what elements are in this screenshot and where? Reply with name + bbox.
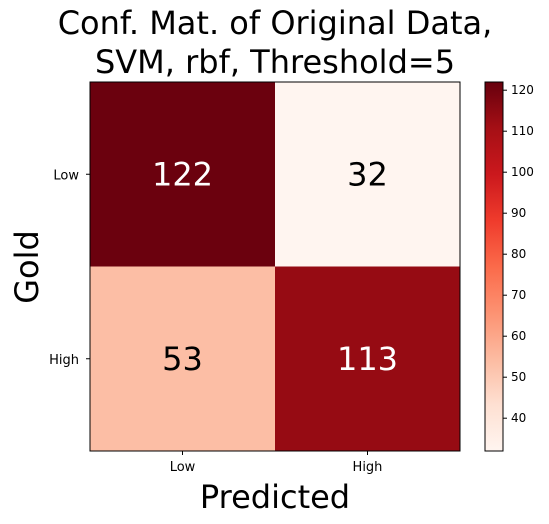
colorbar-tick-label: 40	[511, 411, 526, 425]
heatmap-cell	[90, 266, 275, 451]
colorbar-tick-label: 60	[511, 329, 526, 343]
y-tick-label: High	[49, 353, 79, 368]
y-axis-label: Gold	[8, 230, 46, 304]
x-tick-label: Low	[170, 460, 196, 475]
colorbar-tick-label: 80	[511, 247, 526, 261]
colorbar-tick-label: 100	[511, 165, 534, 179]
cell-value-label: 32	[347, 155, 388, 193]
cell-value-label: 113	[337, 340, 398, 378]
cell-value-label: 53	[162, 340, 203, 378]
colorbar-tick-label: 120	[511, 83, 534, 97]
y-axis-ticks: Low High	[49, 168, 90, 368]
chart-title-line-1: Conf. Mat. of Original Data,	[58, 4, 493, 42]
colorbar-tick-label: 70	[511, 288, 526, 302]
heatmap-cell	[275, 266, 460, 451]
heatmap-cells: 122 32 53 113	[90, 82, 460, 451]
y-tick-label: Low	[53, 168, 79, 183]
colorbar-tick-label: 90	[511, 206, 526, 220]
x-axis-label: Predicted	[200, 478, 350, 516]
plot-frame	[89, 81, 461, 452]
heatmap-cell	[275, 82, 460, 267]
colorbar-tick-label: 50	[511, 370, 526, 384]
colorbar-ticks: 40 50 60 70 80 90 100 110 120	[503, 83, 534, 425]
heatmap-cell	[90, 82, 275, 267]
colorbar	[484, 81, 504, 452]
x-axis-ticks: Low High	[170, 451, 383, 475]
cell-value-label: 122	[152, 155, 213, 193]
colorbar-tick-label: 110	[511, 124, 534, 138]
chart-title-line-2: SVM, rbf, Threshold=5	[95, 43, 455, 81]
x-tick-label: High	[353, 460, 383, 475]
